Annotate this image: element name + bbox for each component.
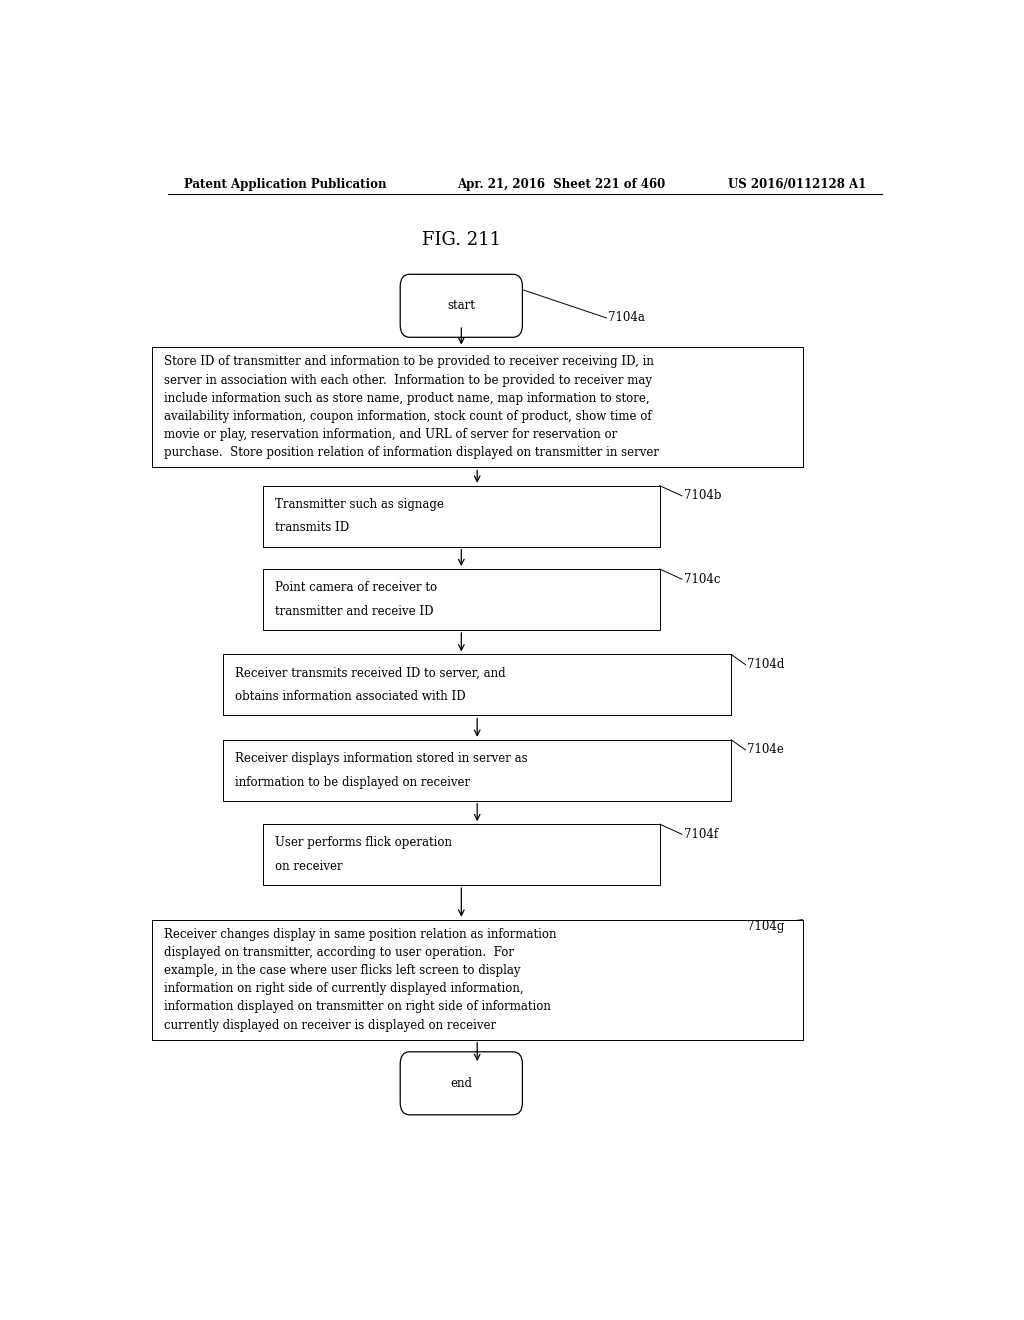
Text: Receiver displays information stored in server as: Receiver displays information stored in …: [236, 752, 527, 766]
Text: 7104d: 7104d: [748, 659, 784, 671]
Text: purchase.  Store position relation of information displayed on transmitter in se: purchase. Store position relation of inf…: [164, 446, 658, 459]
FancyBboxPatch shape: [400, 1052, 522, 1115]
Text: 7104e: 7104e: [748, 743, 784, 756]
Text: User performs flick operation: User performs flick operation: [274, 837, 452, 849]
Text: currently displayed on receiver is displayed on receiver: currently displayed on receiver is displ…: [164, 1019, 496, 1032]
Text: FIG. 211: FIG. 211: [422, 231, 501, 248]
Text: availability information, coupon information, stock count of product, show time : availability information, coupon informa…: [164, 411, 651, 422]
FancyBboxPatch shape: [263, 486, 659, 546]
Text: US 2016/0112128 A1: US 2016/0112128 A1: [728, 178, 866, 191]
Text: server in association with each other.  Information to be provided to receiver m: server in association with each other. I…: [164, 374, 651, 387]
Text: information to be displayed on receiver: information to be displayed on receiver: [236, 776, 470, 788]
Text: 7104c: 7104c: [684, 573, 720, 586]
Text: information displayed on transmitter on right side of information: information displayed on transmitter on …: [164, 1001, 551, 1014]
Text: include information such as store name, product name, map information to store,: include information such as store name, …: [164, 392, 649, 405]
Text: Patent Application Publication: Patent Application Publication: [183, 178, 386, 191]
Text: movie or play, reservation information, and URL of server for reservation or: movie or play, reservation information, …: [164, 428, 617, 441]
Text: obtains information associated with ID: obtains information associated with ID: [236, 690, 466, 704]
Text: Point camera of receiver to: Point camera of receiver to: [274, 581, 437, 594]
FancyBboxPatch shape: [263, 824, 659, 886]
Text: end: end: [451, 1077, 472, 1090]
FancyBboxPatch shape: [400, 275, 522, 338]
Text: on receiver: on receiver: [274, 859, 342, 873]
Text: Apr. 21, 2016  Sheet 221 of 460: Apr. 21, 2016 Sheet 221 of 460: [458, 178, 666, 191]
Text: 7104b: 7104b: [684, 490, 721, 503]
Text: 7104g: 7104g: [748, 920, 784, 933]
Text: Store ID of transmitter and information to be provided to receiver receiving ID,: Store ID of transmitter and information …: [164, 355, 653, 368]
FancyBboxPatch shape: [223, 655, 731, 715]
FancyBboxPatch shape: [152, 920, 803, 1040]
Text: start: start: [447, 300, 475, 313]
Text: displayed on transmitter, according to user operation.  For: displayed on transmitter, according to u…: [164, 946, 514, 958]
FancyBboxPatch shape: [263, 569, 659, 630]
Text: example, in the case where user flicks left screen to display: example, in the case where user flicks l…: [164, 964, 520, 977]
Text: 7104a: 7104a: [608, 312, 645, 325]
Text: 7104f: 7104f: [684, 828, 718, 841]
FancyBboxPatch shape: [152, 347, 803, 467]
Text: information on right side of currently displayed information,: information on right side of currently d…: [164, 982, 523, 995]
FancyBboxPatch shape: [223, 739, 731, 801]
Text: Receiver changes display in same position relation as information: Receiver changes display in same positio…: [164, 928, 556, 941]
Text: transmitter and receive ID: transmitter and receive ID: [274, 605, 433, 618]
Text: Transmitter such as signage: Transmitter such as signage: [274, 498, 443, 511]
Text: transmits ID: transmits ID: [274, 521, 349, 535]
Text: Receiver transmits received ID to server, and: Receiver transmits received ID to server…: [236, 667, 506, 680]
